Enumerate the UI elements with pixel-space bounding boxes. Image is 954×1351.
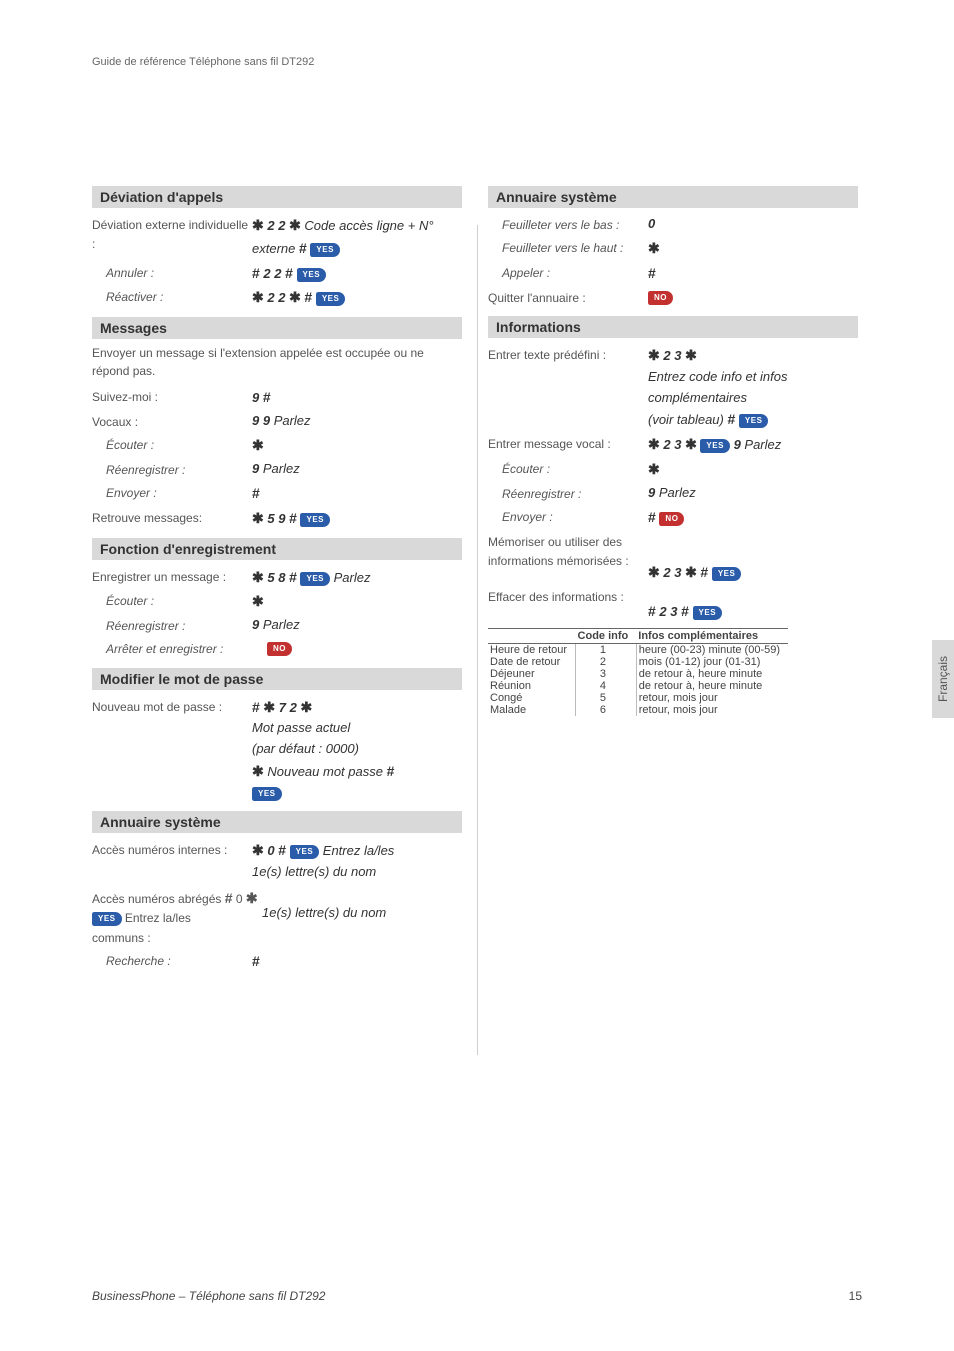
yes-icon: YES (700, 439, 730, 453)
label-reenr2: Réenregistrer : (92, 615, 252, 636)
footer-page: 15 (849, 1289, 862, 1303)
cmd-reenr2: 9 Parlez (252, 615, 462, 636)
label-quitter: Quitter l'annuaire : (488, 287, 648, 308)
yes-icon: YES (739, 414, 769, 428)
section-header-messages: Messages (92, 317, 462, 339)
footer-title: BusinessPhone – Téléphone sans fil DT292 (92, 1289, 325, 1303)
label-effacer: Effacer des informations : (488, 586, 648, 607)
label-suivez: Suivez-moi : (92, 386, 252, 407)
cmd-appeler: # (648, 262, 858, 285)
label-appeler: Appeler : (488, 262, 648, 283)
info-th-blank (488, 629, 576, 644)
section-header-fonction: Fonction d'enregistrement (92, 538, 462, 560)
cmd-ecouter: ✱ (252, 434, 462, 457)
cmd-msg-vocal: ✱ 2 3 ✱ YES 9 Parlez (648, 433, 858, 456)
left-column: Déviation d'appels Déviation externe ind… (92, 178, 462, 975)
label-arreter: Arrêter et enregistrer : (92, 638, 267, 659)
page-footer: BusinessPhone – Téléphone sans fil DT292… (92, 1289, 862, 1303)
label-retrouve: Retrouve messages: (92, 507, 252, 528)
label-feuil-bas: Feuilleter vers le bas : (488, 214, 648, 235)
cmd-recherche: # (252, 950, 462, 973)
table-row: Heure de retour1heure (00-23) minute (00… (488, 644, 788, 657)
language-tab: Français (932, 640, 954, 718)
label-ecouter: Écouter : (92, 434, 252, 455)
section-header-informations: Informations (488, 316, 858, 338)
info-th-comp: Infos complémentaires (636, 629, 788, 644)
label-reactiver: Réactiver : (92, 286, 252, 307)
cmd-arreter: NO (267, 638, 462, 659)
cmd-enreg-msg: ✱ 5 8 # YES Parlez (252, 566, 462, 589)
label-nouveau-mdp: Nouveau mot de passe : (92, 696, 252, 717)
cmd-retrouve: ✱ 5 9 # YES (252, 507, 462, 530)
cmd-annuler: # 2 2 # YES (252, 262, 462, 285)
yes-icon: YES (712, 567, 742, 581)
label-recherche: Recherche : (92, 950, 252, 971)
cmd-feuil-haut: ✱ (648, 237, 858, 260)
no-icon: NO (648, 291, 673, 305)
table-row: Déjeuner3de retour à, heure minute (488, 668, 788, 680)
cmd-acces-int: ✱ 0 # YES Entrez la/les 1e(s) lettre(s) … (252, 839, 462, 883)
cmd-reactiver: ✱ 2 2 ✱ # YES (252, 286, 462, 309)
no-icon: NO (267, 642, 292, 656)
label-reenr-r: Réenregistrer : (488, 483, 648, 504)
label-reenregistrer: Réenregistrer : (92, 459, 252, 480)
section-header-annuaire-r: Annuaire système (488, 186, 858, 208)
yes-icon: YES (290, 845, 320, 859)
table-row: Date de retour2mois (01-12) jour (01-31) (488, 656, 788, 668)
cmd-effacer: # 2 3 # YES (648, 586, 858, 623)
section-header-deviation: Déviation d'appels (92, 186, 462, 208)
label-msg-vocal: Entrer message vocal : (488, 433, 648, 454)
label-memoriser: Mémoriser ou utiliser des informations m… (488, 531, 648, 571)
label-deviation-ext: Déviation externe individuelle : (92, 214, 252, 254)
label-acces-abr: Accès numéros abrégés # 0 ✱ YES Entrez l… (92, 885, 262, 948)
label-enreg-msg: Enregistrer un message : (92, 566, 252, 587)
yes-icon: YES (310, 243, 340, 257)
yes-icon: YES (300, 572, 330, 586)
cmd-quitter: NO (648, 287, 858, 308)
table-row: Malade6retour, mois jour (488, 704, 788, 716)
yes-icon: YES (297, 268, 327, 282)
cmd-vocaux: 9 9 Parlez (252, 411, 462, 432)
right-column: Annuaire système Feuilleter vers le bas … (488, 178, 858, 975)
info-table: Code info Infos complémentaires Heure de… (488, 628, 788, 716)
label-texte-predef: Entrer texte prédéfini : (488, 344, 648, 365)
table-row: Congé5retour, mois jour (488, 692, 788, 704)
label-envoyer-r: Envoyer : (488, 506, 648, 527)
yes-icon: YES (252, 787, 282, 801)
cmd-envoyer: # (252, 482, 462, 505)
section-header-annuaire-l: Annuaire système (92, 811, 462, 833)
label-acces-int: Accès numéros internes : (92, 839, 252, 860)
cmd-texte-predef: ✱ 2 3 ✱ Entrez code info et infos complé… (648, 344, 858, 431)
no-icon: NO (659, 512, 684, 526)
info-th-code: Code info (576, 629, 637, 644)
label-ecouter2: Écouter : (92, 590, 252, 611)
cmd-envoyer-r: # NO (648, 506, 858, 529)
messages-note: Envoyer un message si l'extension appelé… (92, 345, 462, 380)
label-envoyer: Envoyer : (92, 482, 252, 503)
column-divider (477, 225, 478, 1055)
cmd-suivez: 9 # (252, 386, 462, 409)
label-ecouter-r: Écouter : (488, 458, 648, 479)
cmd-reenregistrer: 9 Parlez (252, 459, 462, 480)
yes-icon: YES (316, 292, 346, 306)
cmd-acces-abr-tail: 1e(s) lettre(s) du nom (262, 885, 462, 924)
table-row: Réunion4de retour à, heure minute (488, 680, 788, 692)
cmd-deviation-ext: ✱ 2 2 ✱ Code accès ligne + N° externe # … (252, 214, 462, 260)
label-annuler: Annuler : (92, 262, 252, 283)
cmd-memoriser: ✱ 2 3 ✱ # YES (648, 531, 858, 584)
cmd-reenr-r: 9 Parlez (648, 483, 858, 504)
label-vocaux: Vocaux : (92, 411, 252, 432)
cmd-ecouter-r: ✱ (648, 458, 858, 481)
cmd-nouveau-mdp: # ✱ 7 2 ✱ Mot passe actuel (par défaut :… (252, 696, 462, 804)
cmd-feuil-bas: 0 (648, 214, 858, 235)
yes-icon: YES (92, 912, 122, 926)
yes-icon: YES (693, 606, 723, 620)
cmd-ecouter2: ✱ (252, 590, 462, 613)
section-header-modifier: Modifier le mot de passe (92, 668, 462, 690)
yes-icon: YES (300, 513, 330, 527)
label-feuil-haut: Feuilleter vers le haut : (488, 237, 648, 258)
top-guide-title: Guide de référence Téléphone sans fil DT… (92, 56, 862, 68)
